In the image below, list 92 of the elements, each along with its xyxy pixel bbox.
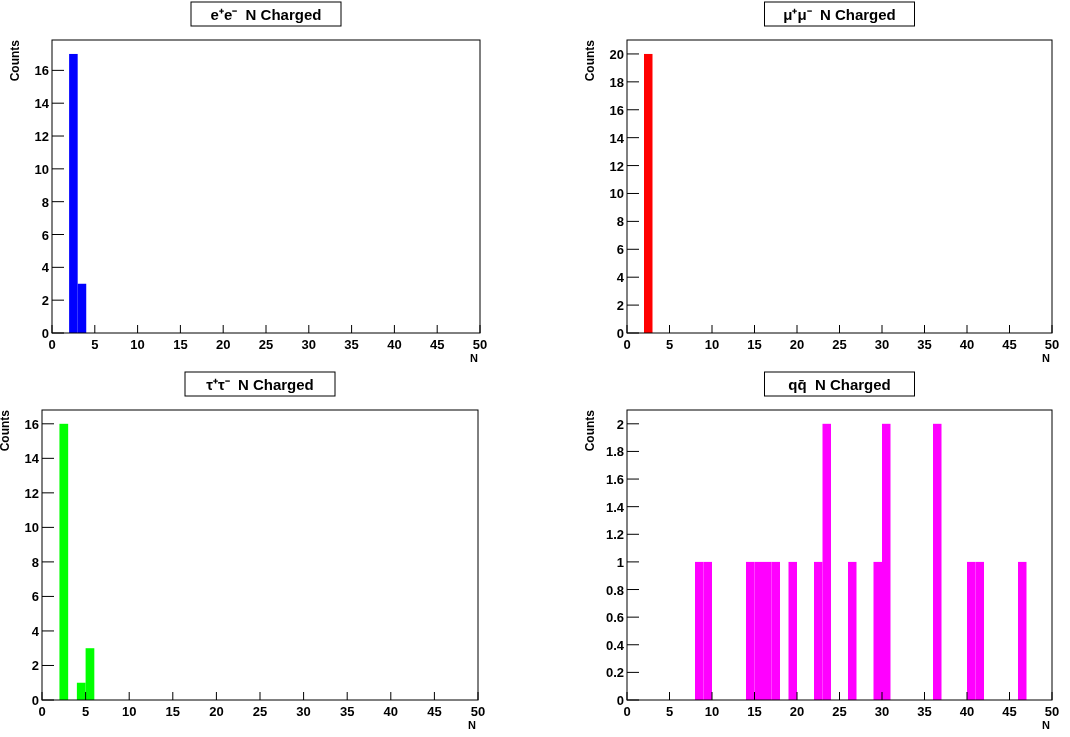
x-axis-title: N [1042,719,1051,731]
y-tick-label: 16 [24,416,39,432]
y-tick-label: 14 [24,451,40,467]
x-tick-label: 45 [427,704,442,719]
chart-title: qq̄ N Charged [788,376,891,393]
y-tick-label: 12 [609,158,624,174]
x-tick-label: 45 [429,337,445,352]
x-tick-label: 50 [470,704,486,719]
x-tick-label: 10 [130,337,145,352]
x-tick-label: 25 [252,704,268,719]
y-tick-label: 1.6 [605,472,624,488]
y-tick-label: 4 [616,270,625,286]
x-tick-label: 20 [215,337,231,352]
y-tick-label: 2 [616,416,624,432]
x-tick-label: 35 [344,337,359,352]
y-tick-label: 0 [31,693,39,708]
x-tick-label: 25 [258,337,274,352]
y-tick-label: 0 [41,326,49,341]
x-tick-label: 35 [339,704,355,719]
y-axis-title: Counts [583,409,597,452]
x-tick-label: 5 [91,337,99,352]
x-tick-label: 50 [1044,337,1060,352]
x-tick-label: 5 [665,337,674,352]
x-tick-label: 15 [165,704,181,719]
x-tick-label: 10 [704,337,720,352]
x-tick-label: 50 [472,337,488,352]
y-tick-label: 1.4 [605,499,625,515]
x-tick-label: 35 [917,337,932,352]
y-tick-label: 0.4 [605,637,625,653]
y-tick-label: 6 [31,589,39,605]
y-tick-label: 12 [34,129,49,145]
y-tick-label: 0.8 [605,582,624,598]
x-tick-label: 45 [1002,704,1017,719]
y-tick-label: 8 [41,194,49,210]
chart-title: τ⁺τ⁻ N Charged [206,376,314,393]
y-tick-label: 20 [609,46,624,62]
y-tick-label: 1.8 [605,444,624,460]
x-tick-label: 20 [209,704,224,719]
x-tick-label: 5 [665,704,674,719]
y-tick-label: 10 [609,186,624,202]
y-axis-title: Counts [583,39,597,82]
y-tick-label: 2 [616,298,624,314]
y-tick-label: 16 [609,102,624,118]
x-axis-title: N [1042,352,1051,364]
x-tick-label: 40 [959,337,975,352]
x-tick-label: 15 [747,337,762,352]
y-tick-label: 16 [34,63,49,79]
x-tick-label: 20 [789,337,805,352]
y-axis-title: Counts [0,409,12,452]
x-tick-label: 5 [81,704,90,719]
x-tick-label: 40 [959,704,975,719]
x-tick-label: 10 [121,704,137,719]
y-tick-label: 0.6 [605,610,624,626]
y-tick-label: 6 [616,242,624,258]
y-tick-label: 12 [24,485,39,501]
x-tick-label: 40 [387,337,402,352]
x-tick-label: 15 [747,704,762,719]
y-tick-label: 0 [616,326,624,341]
x-tick-label: 30 [301,337,317,352]
x-axis-title: N [468,719,477,731]
y-tick-label: 1 [616,554,624,570]
x-tick-label: 30 [874,704,890,719]
x-tick-label: 15 [173,337,188,352]
y-tick-label: 0.2 [605,665,624,681]
y-tick-label: 18 [609,74,624,90]
x-axis-title: N [470,352,479,364]
y-tick-label: 0 [616,693,624,708]
chart-title: e⁺e⁻ N Charged [210,6,322,23]
x-tick-label: 50 [1044,704,1060,719]
y-tick-label: 14 [609,130,625,146]
y-tick-label: 4 [31,623,40,639]
x-tick-label: 25 [832,337,847,352]
chart-title: μ⁺μ⁻ N Charged [783,6,896,23]
y-tick-label: 8 [616,214,624,230]
y-tick-label: 2 [41,293,49,309]
x-tick-label: 25 [832,704,847,719]
y-tick-label: 6 [41,227,49,243]
y-tick-label: 2 [31,658,39,674]
y-tick-label: 10 [34,161,49,177]
y-tick-label: 1.2 [605,527,624,543]
x-tick-label: 35 [917,704,932,719]
x-tick-label: 30 [874,337,890,352]
y-axis-title: Counts [8,39,22,82]
x-tick-label: 30 [296,704,311,719]
x-tick-label: 40 [383,704,399,719]
x-tick-label: 20 [789,704,805,719]
y-tick-label: 8 [31,554,39,570]
y-tick-label: 10 [24,520,39,536]
y-tick-label: 14 [34,96,50,112]
x-tick-label: 45 [1002,337,1017,352]
x-tick-label: 10 [704,704,720,719]
y-tick-label: 4 [41,260,50,276]
